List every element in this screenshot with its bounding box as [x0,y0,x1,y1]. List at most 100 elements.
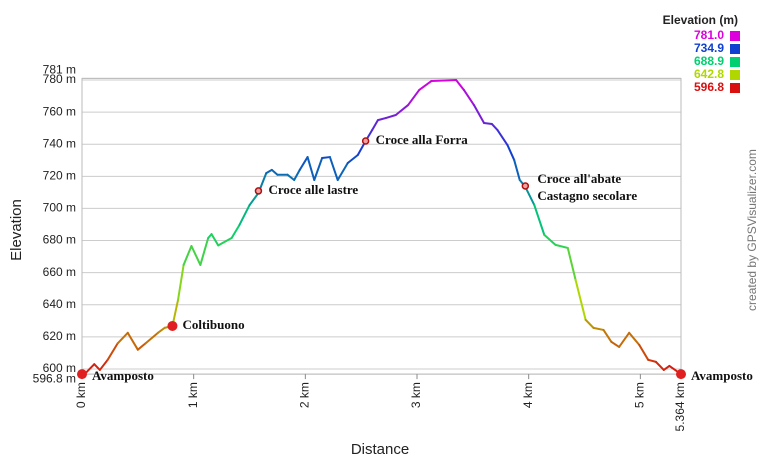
waypoint-label: Croce alle lastre [268,182,358,197]
elevation-segment [199,236,210,266]
x-axis-label: Distance [351,441,409,458]
elevation-segment [376,117,387,122]
elevation-segment [490,122,499,131]
elevation-segment [543,233,557,246]
waypoint-label: Coltibuono [182,317,244,332]
elevation-segment [313,157,324,182]
legend-swatch [730,44,740,54]
waypoint-label: Avamposto [92,368,154,383]
elevation-segment [506,144,516,161]
waypoint-label: Croce all'abate [537,171,621,186]
waypoint [676,369,686,380]
elevation-segment [371,119,379,131]
elevation-segment [418,79,433,91]
elevation-segment [566,246,577,281]
elevation-segment [265,168,273,175]
legend-label: 642.8 [694,67,724,81]
elevation-segment [647,358,657,363]
elevation-segment [144,331,159,345]
elevation-segment [394,104,410,117]
elevation-segment [136,342,147,351]
elevation-segment [346,153,359,165]
elevation-segment [654,360,665,371]
x-tick-label: 5 km [633,382,647,408]
elevation-segment [628,331,641,346]
waypoint [77,369,87,380]
elevation-segment [217,236,233,247]
legend-swatch [730,83,740,93]
x-tick-label: 2 km [298,382,312,408]
elevation-segment [472,104,486,125]
y-tick-label: 760 m [43,104,76,118]
elevation-segment [106,342,119,361]
y-tick-label: 740 m [43,136,76,150]
legend-title: Elevation (m) [663,13,738,27]
elevation-segment [328,156,339,182]
legend-label: 734.9 [694,41,724,55]
x-tick-label: 5.364 km [673,382,687,431]
elevation-segment [93,363,101,371]
elevation-segment [513,158,521,182]
elevation-segment [618,331,631,348]
elevation-segment [455,79,465,91]
elevation-segment [248,192,260,207]
waypoint-label: Croce alla Forra [376,132,469,147]
elevation-segment [210,233,220,247]
elevation-segment [126,331,139,351]
elevation-segment [85,363,96,374]
elevation-segment [321,156,331,160]
waypoint [167,320,178,331]
x-tick-label: 0 km [74,382,88,408]
elevation-segment [286,173,296,182]
elevation-segment [98,358,109,371]
elevation-segment [496,128,509,147]
elevation-segment [336,162,349,182]
legend-label: 596.8 [694,80,724,94]
x-tick-label: 3 km [409,382,423,408]
elevation-segment [177,263,185,301]
legend-swatch [730,70,740,80]
y-tick-label: 660 m [43,265,76,279]
elevation-segment [116,331,129,345]
elevation-segment [306,156,316,182]
elevation-segment [610,340,621,348]
y-tick-label: 700 m [43,201,76,215]
elevation-segment [574,278,587,321]
elevation-segment [584,318,595,329]
elevation-segment [430,79,458,82]
y-tick-label: 596.8 m [33,371,76,385]
elevation-segment [384,114,397,120]
elevation-segment [602,328,613,343]
y-tick-label: 720 m [43,168,76,182]
elevation-segment [238,204,251,226]
y-tick-label: 620 m [43,329,76,343]
waypoint [361,137,370,145]
elevation-segment [638,343,650,361]
elevation-segment [533,203,546,236]
credit: created by GPSVisualizer.com [745,149,759,311]
elevation-segment [483,122,493,125]
plot-frame [81,77,682,375]
y-tick-label: 780 m [43,72,76,86]
x-tick-label: 4 km [521,382,535,408]
waypoint [521,182,530,190]
elevation-segment [230,223,241,239]
elevation-segment [270,168,279,176]
waypoint-label: Avamposto [691,368,753,383]
elevation-segment [662,364,671,371]
elevation-segment [190,244,202,266]
legend-label: 781.0 [694,28,724,42]
elevation-segment [156,326,166,334]
elevation-segment [554,243,569,249]
elevation-segment [293,168,301,182]
legend-label: 688.9 [694,54,724,68]
y-tick-label: 600 m [43,361,76,375]
waypoint-label: Castagno secolare [537,188,637,203]
legend-swatch [730,57,740,67]
y-axis-label: Elevation [8,199,25,261]
elevation-segment [592,326,605,331]
y-tick-label: 781 m [43,63,76,77]
x-tick-label: 1 km [186,382,200,408]
y-tick-label: 640 m [43,297,76,311]
